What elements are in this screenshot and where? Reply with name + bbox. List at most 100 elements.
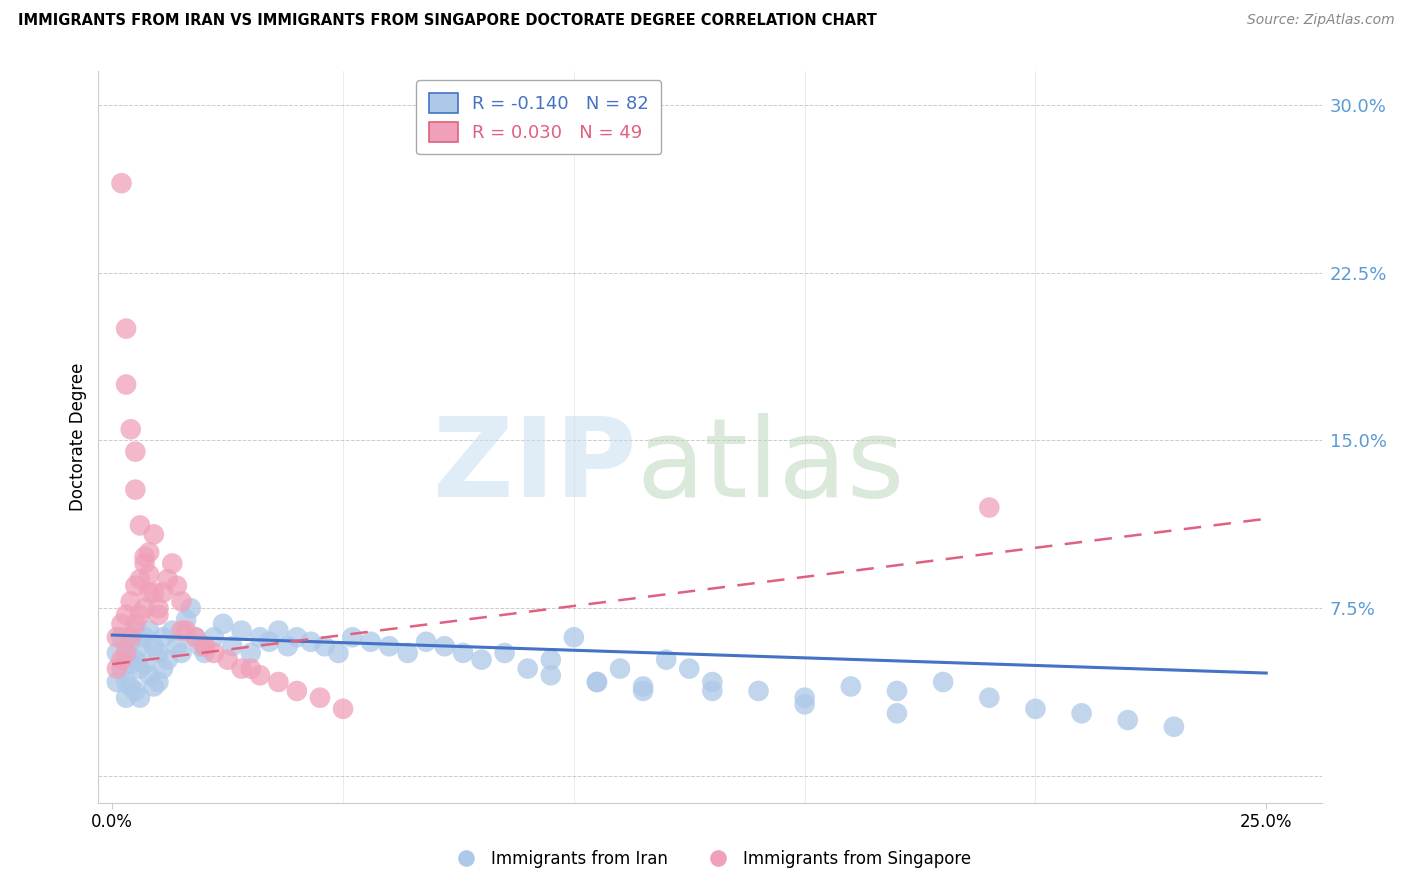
Point: [328, 646, 350, 660]
Point: [142, 585, 165, 599]
Point: [194, 639, 217, 653]
Point: [162, 624, 184, 638]
Point: [184, 630, 207, 644]
Point: [309, 690, 332, 705]
Point: [124, 444, 146, 458]
Point: [110, 616, 132, 631]
Point: [124, 579, 146, 593]
Point: [110, 176, 132, 190]
Point: [115, 321, 138, 335]
Point: [231, 662, 253, 676]
Point: [540, 668, 562, 682]
Point: [166, 639, 188, 653]
Point: [239, 646, 262, 660]
Point: [360, 634, 382, 648]
Point: [115, 646, 138, 660]
Point: [702, 684, 724, 698]
Point: [124, 684, 146, 698]
Point: [586, 675, 609, 690]
Point: [124, 483, 146, 497]
Point: [470, 653, 492, 667]
Point: [170, 646, 193, 660]
Text: IMMIGRANTS FROM IRAN VS IMMIGRANTS FROM SINGAPORE DOCTORATE DEGREE CORRELATION C: IMMIGRANTS FROM IRAN VS IMMIGRANTS FROM …: [18, 13, 877, 29]
Point: [194, 639, 217, 653]
Point: [152, 585, 174, 599]
Point: [170, 624, 193, 638]
Point: [124, 653, 146, 667]
Point: [586, 675, 609, 690]
Point: [249, 668, 271, 682]
Point: [1024, 702, 1046, 716]
Point: [115, 675, 138, 690]
Point: [156, 572, 179, 586]
Point: [267, 675, 290, 690]
Point: [285, 684, 308, 698]
Point: [494, 646, 516, 660]
Point: [120, 657, 142, 672]
Point: [793, 690, 815, 705]
Point: [105, 646, 128, 660]
Point: [115, 377, 138, 392]
Point: [129, 572, 152, 586]
Text: atlas: atlas: [637, 413, 905, 520]
Point: [188, 639, 211, 653]
Point: [138, 545, 160, 559]
Point: [105, 630, 128, 644]
Point: [451, 646, 474, 660]
Point: [194, 646, 217, 660]
Point: [202, 630, 225, 644]
Point: [678, 662, 700, 676]
Point: [120, 680, 142, 694]
Point: [184, 630, 207, 644]
Point: [839, 680, 862, 694]
Point: [120, 422, 142, 436]
Point: [540, 653, 562, 667]
Point: [134, 601, 156, 615]
Point: [129, 607, 152, 622]
Point: [170, 594, 193, 608]
Point: [142, 680, 165, 694]
Point: [110, 662, 132, 676]
Point: [433, 639, 456, 653]
Point: [110, 653, 132, 667]
Point: [134, 557, 156, 571]
Point: [932, 675, 955, 690]
Point: [115, 646, 138, 660]
Point: [378, 639, 401, 653]
Point: [249, 630, 271, 644]
Point: [562, 630, 585, 644]
Point: [134, 630, 156, 644]
Point: [221, 639, 243, 653]
Point: [231, 624, 253, 638]
Point: [152, 630, 174, 644]
Point: [142, 639, 165, 653]
Point: [516, 662, 538, 676]
Point: [886, 706, 908, 721]
Point: [747, 684, 769, 698]
Point: [129, 518, 152, 533]
Point: [212, 616, 235, 631]
Point: [285, 630, 308, 644]
Text: ZIP: ZIP: [433, 413, 637, 520]
Point: [138, 624, 160, 638]
Point: [1163, 720, 1185, 734]
Point: [202, 646, 225, 660]
Point: [162, 557, 184, 571]
Point: [166, 579, 188, 593]
Point: [138, 567, 160, 582]
Point: [105, 662, 128, 676]
Point: [415, 634, 437, 648]
Point: [631, 680, 654, 694]
Point: [156, 653, 179, 667]
Point: [124, 616, 146, 631]
Point: [267, 624, 290, 638]
Point: [979, 500, 1001, 515]
Point: [120, 630, 142, 644]
Point: [979, 690, 1001, 705]
Point: [1070, 706, 1092, 721]
Point: [314, 639, 336, 653]
Point: [631, 684, 654, 698]
Text: Source: ZipAtlas.com: Source: ZipAtlas.com: [1247, 13, 1395, 28]
Y-axis label: Doctorate Degree: Doctorate Degree: [69, 363, 87, 511]
Point: [129, 639, 152, 653]
